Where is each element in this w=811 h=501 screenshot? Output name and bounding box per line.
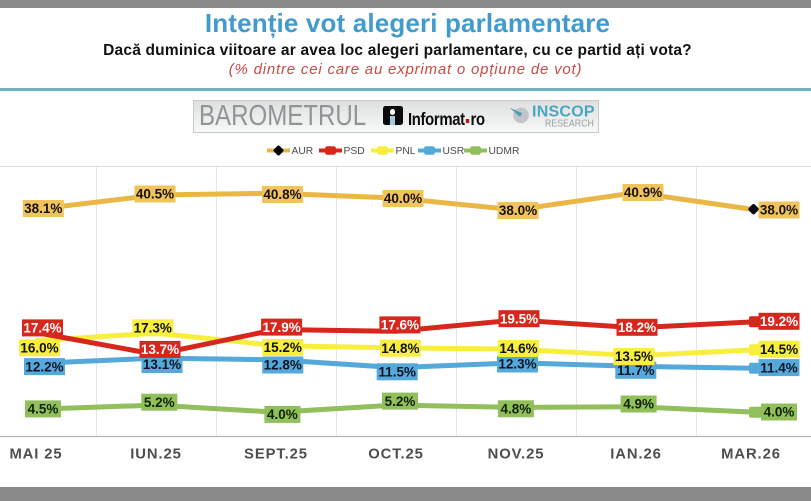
svg-text:4.0%: 4.0% <box>764 405 795 420</box>
svg-text:SEPT.25: SEPT.25 <box>244 447 308 463</box>
svg-text:40.5%: 40.5% <box>136 187 174 202</box>
svg-text:13.1%: 13.1% <box>143 357 181 372</box>
svg-text:38.0%: 38.0% <box>760 203 798 218</box>
svg-text:18.2%: 18.2% <box>618 320 656 335</box>
svg-text:USR: USR <box>443 146 465 157</box>
svg-text:4.8%: 4.8% <box>501 402 532 417</box>
svg-text:IAN.26: IAN.26 <box>610 447 661 463</box>
svg-text:UDMR: UDMR <box>489 146 520 157</box>
svg-text:NOV.25: NOV.25 <box>488 447 545 463</box>
svg-text:38.0%: 38.0% <box>499 203 537 218</box>
svg-text:12.8%: 12.8% <box>264 358 302 373</box>
svg-text:RESEARCH: RESEARCH <box>545 117 594 129</box>
svg-text:15.2%: 15.2% <box>264 340 302 355</box>
svg-text:IUN.25: IUN.25 <box>130 447 181 463</box>
svg-text:14.8%: 14.8% <box>381 341 419 356</box>
svg-text:17.3%: 17.3% <box>134 321 172 336</box>
svg-text:40.9%: 40.9% <box>624 185 662 200</box>
svg-text:19.2%: 19.2% <box>760 314 798 329</box>
svg-text:13.5%: 13.5% <box>615 349 653 364</box>
svg-text:PNL: PNL <box>396 146 416 157</box>
svg-text:12.2%: 12.2% <box>25 359 63 374</box>
svg-text:MAR.26: MAR.26 <box>721 447 781 463</box>
svg-text:5.2%: 5.2% <box>144 395 175 410</box>
svg-text:11.7%: 11.7% <box>617 363 655 378</box>
svg-text:OCT.25: OCT.25 <box>368 447 424 463</box>
svg-text:11.4%: 11.4% <box>760 360 798 375</box>
svg-text:MAI 25: MAI 25 <box>9 447 62 463</box>
svg-text:12.3%: 12.3% <box>498 357 536 372</box>
svg-text:17.4%: 17.4% <box>23 321 61 336</box>
svg-text:11.5%: 11.5% <box>378 365 416 380</box>
svg-text:13.7%: 13.7% <box>141 342 179 357</box>
svg-text:14.6%: 14.6% <box>499 341 537 356</box>
svg-text:38.1%: 38.1% <box>24 201 62 216</box>
svg-text:19.5%: 19.5% <box>500 311 538 326</box>
svg-text:14.5%: 14.5% <box>760 342 798 357</box>
svg-text:AUR: AUR <box>292 146 314 157</box>
svg-text:16.0%: 16.0% <box>20 341 58 356</box>
svg-text:INSCOP: INSCOP <box>532 104 595 121</box>
svg-text:5.2%: 5.2% <box>385 394 416 409</box>
svg-text:40.8%: 40.8% <box>263 187 301 202</box>
svg-text:4.0%: 4.0% <box>267 407 298 422</box>
svg-text:4.5%: 4.5% <box>28 402 59 417</box>
svg-text:PSD: PSD <box>344 146 365 157</box>
svg-text:17.9%: 17.9% <box>262 320 300 335</box>
svg-text:40.0%: 40.0% <box>384 191 422 206</box>
svg-text:17.6%: 17.6% <box>381 318 419 333</box>
svg-text:4.9%: 4.9% <box>623 397 654 412</box>
